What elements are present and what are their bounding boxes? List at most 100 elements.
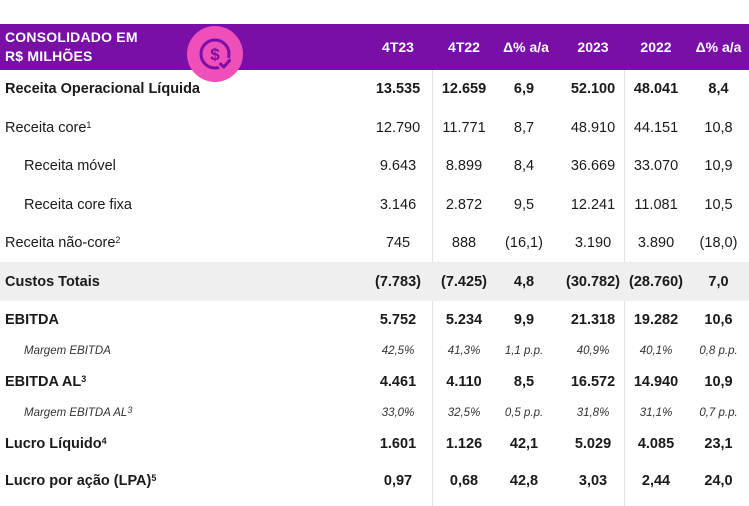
row-label: Lucro Líquido 4: [5, 435, 107, 452]
table-cell: 8,5: [513, 374, 535, 390]
table-cell: 4.110: [446, 374, 482, 390]
table-cell: (28.760): [628, 273, 683, 290]
table-cell: (30.782): [565, 273, 620, 290]
table-cell: 8.899: [445, 158, 483, 174]
col-header-delta-quarter: Δ% a/a: [503, 39, 549, 55]
table-row: EBITDA AL 3 4.461 4.110 8,5 16.572 14.940 10,9: [0, 363, 749, 401]
table-cell: 48.041: [633, 81, 679, 97]
col-header-4t23: 4T23: [382, 39, 414, 55]
table-row: Receita não-core 2 745 888 (16,1) 3.190 3.890 (…: [0, 224, 749, 262]
table-cell: 12.659: [441, 81, 487, 97]
table-row: Receita Operacional Líquida 13.535 12.659 6…: [0, 70, 749, 108]
table-cell: 14.940: [633, 374, 679, 390]
row-label-text: Margem EBITDA: [24, 345, 111, 357]
table-cell: 40,9%: [576, 345, 610, 357]
table-cell: 6,9: [513, 81, 535, 97]
row-label-text: Margem EBITDA AL: [24, 407, 128, 419]
header-title-line1: CONSOLIDADO EM: [5, 29, 138, 45]
table-cell: 40,1%: [639, 345, 673, 357]
table-cell: 33,0%: [381, 407, 415, 419]
table-cell: 21.318: [570, 312, 616, 328]
table-cell: (18,0): [699, 235, 738, 251]
table-cell: 5.234: [445, 312, 483, 328]
table-cell: 23,1: [704, 435, 733, 452]
row-label-text: Receita core fixa: [24, 196, 132, 213]
table-cell: 44.151: [633, 119, 679, 136]
table-cell: 31,1%: [639, 407, 673, 419]
table-row: EBITDA 5.752 5.234 9,9 21.318 19.282 10,6: [0, 301, 749, 339]
table-row: Lucro por ação (LPA) 5 0,97 0,68 42,8 3,03 2,4…: [0, 462, 749, 500]
row-label-text: EBITDA AL: [5, 374, 82, 390]
table-row: Receita móvel 9.643 8.899 8,4 36.669 33.070 10…: [0, 147, 749, 185]
table-cell: 11.771: [442, 119, 486, 136]
row-label: Lucro por ação (LPA) 5: [5, 473, 157, 489]
table-cell: 16.572: [570, 374, 616, 390]
row-label-text: Receita móvel: [24, 158, 116, 174]
row-label-text: Lucro por ação (LPA): [5, 473, 152, 489]
row-label: Margem EBITDA: [24, 339, 374, 363]
table-cell: 12.241: [570, 196, 616, 213]
table-cell: 0,8 p.p.: [699, 345, 738, 357]
table-cell: 0,68: [449, 473, 479, 489]
table-cell: 3.146: [379, 196, 417, 213]
table-cell: 10,5: [704, 196, 733, 213]
table-cell: 5.752: [379, 312, 417, 328]
col-header-delta-year: Δ% a/a: [695, 39, 742, 55]
table-row: Lucro Líquido 4 1.601 1.126 42,1 5.029 4.085 23…: [0, 425, 749, 462]
table-cell: 52.100: [570, 81, 616, 97]
table-cell: 31,8%: [576, 407, 610, 419]
table-cell: 12.790: [375, 119, 421, 136]
table-cell: 13.535: [375, 81, 421, 97]
table-row: Margem EBITDA AL 3 33,0% 32,5% 0,5 p.p. 31,8%…: [0, 401, 749, 425]
table-cell: 0,7 p.p.: [699, 407, 738, 419]
table-cell: 10,6: [704, 312, 733, 328]
table-cell: 19.282: [633, 312, 679, 328]
table-cell: (16,1): [505, 235, 543, 251]
table-cell: 2,44: [641, 473, 671, 489]
table-cell: 42,5%: [381, 345, 415, 357]
row-label: Receita não-core 2: [5, 235, 121, 251]
table-cell: 10,8: [704, 119, 733, 136]
table-cell: 42,1: [509, 435, 539, 452]
table-cell: 48.910: [570, 119, 616, 136]
table-cell: (7.425): [441, 273, 487, 290]
table-header: CONSOLIDADO EM R$ MILHÕES $ 4T23 4T22 Δ%…: [0, 24, 749, 82]
table-cell: 888: [451, 235, 477, 251]
row-label-text: Receita não-core: [5, 235, 116, 251]
row-label-text: Receita core: [5, 119, 87, 136]
table-cell: 2.872: [445, 196, 483, 213]
table-cell: 36.669: [570, 158, 616, 174]
table-cell: 3.190: [574, 235, 612, 251]
table-cell: 10,9: [704, 374, 733, 390]
table-cell: 3,03: [578, 473, 608, 489]
table-cell: (7.783): [375, 273, 421, 290]
header-title: CONSOLIDADO EM R$ MILHÕES: [5, 28, 185, 66]
table-cell: 32,5%: [447, 407, 481, 419]
row-label-text: Receita Operacional Líquida: [5, 81, 200, 97]
table-cell: 33.070: [633, 158, 679, 174]
table-cell: 1,1 p.p.: [504, 345, 544, 357]
table-cell: 5.029: [574, 435, 612, 452]
table-row: Receita core 1 12.790 11.771 8,7 48.910 44.151…: [0, 108, 749, 147]
row-label: EBITDA: [5, 301, 355, 339]
table-cell: 4.461: [379, 374, 417, 390]
row-label: Receita móvel: [24, 147, 374, 185]
table-cell: 4,8: [513, 273, 535, 290]
row-label-text: EBITDA: [5, 312, 59, 328]
svg-text:$: $: [210, 45, 220, 64]
header-title-line2: R$ MILHÕES: [5, 48, 93, 64]
table-cell: 0,97: [383, 473, 413, 489]
table-cell: 10,9: [704, 158, 733, 174]
table-row: Receita core fixa 3.146 2.872 9,5 12.241 11.0…: [0, 185, 749, 224]
table-cell: 1.126: [445, 435, 483, 452]
table-cell: 8,7: [513, 119, 535, 136]
row-label-text: Lucro Líquido: [5, 435, 102, 452]
row-label: Receita core fixa: [24, 185, 374, 224]
col-header-4t22: 4T22: [448, 39, 480, 55]
row-label: Receita Operacional Líquida: [5, 70, 355, 108]
col-header-2022: 2022: [640, 39, 672, 55]
table-cell: 41,3%: [447, 345, 481, 357]
table-cell: 42,8: [509, 473, 539, 489]
table-cell: 0,5 p.p.: [504, 407, 544, 419]
